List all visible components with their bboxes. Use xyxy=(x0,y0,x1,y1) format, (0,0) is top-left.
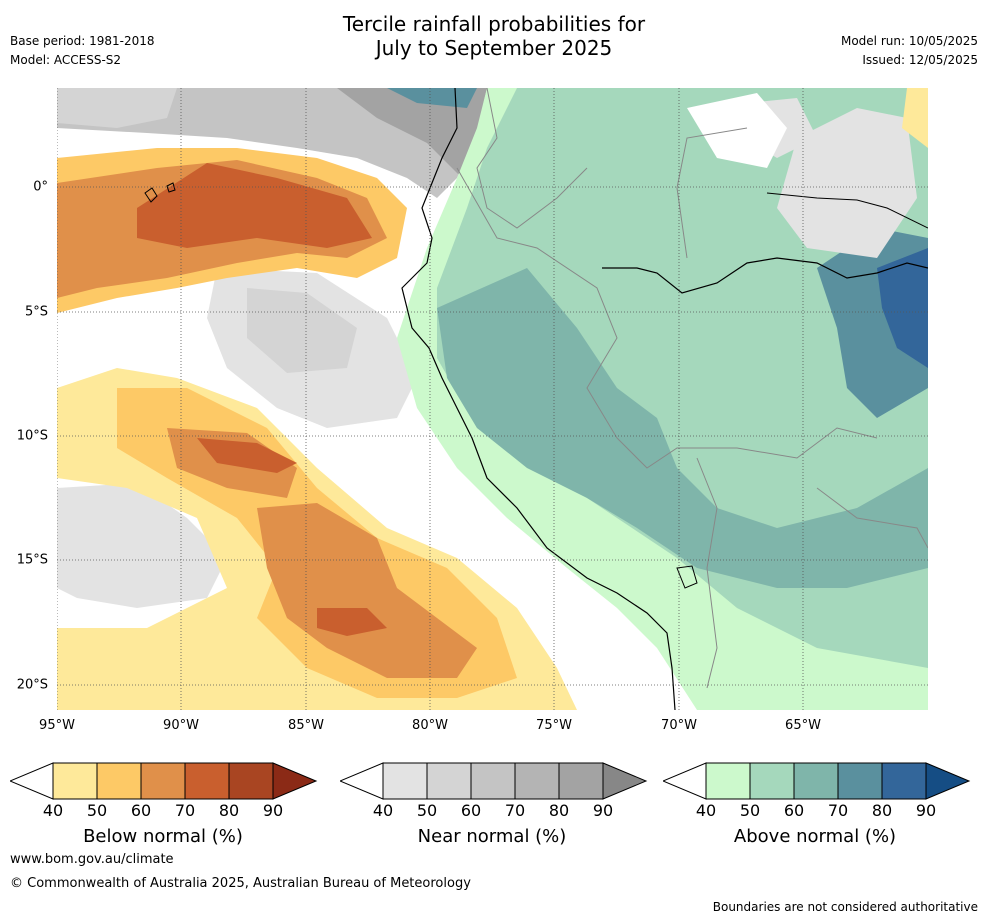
lon-label-95w: 95°W xyxy=(39,718,75,733)
website-text: www.bom.gov.au/climate xyxy=(10,852,174,867)
map-title: Tercile rainfall probabilities for July … xyxy=(0,12,988,60)
tick-near-70: 70 xyxy=(504,801,526,820)
lat-label-15s: 15°S xyxy=(16,552,48,568)
colorbar-above-label: Above normal (%) xyxy=(733,826,897,847)
lat-label-0: 0° xyxy=(33,179,48,195)
tick-above-50: 50 xyxy=(739,801,761,820)
tick-below-80: 80 xyxy=(218,801,240,820)
lon-label-90w: 90°W xyxy=(163,718,199,733)
colorbar-near-normal xyxy=(340,762,648,800)
lon-label-80w: 80°W xyxy=(412,718,448,733)
tick-below-50: 50 xyxy=(86,801,108,820)
title-line-1: Tercile rainfall probabilities for xyxy=(342,12,646,36)
base-period-text: Base period: 1981-2018 xyxy=(10,34,155,48)
tick-below-60: 60 xyxy=(130,801,152,820)
disclaimer-text: Boundaries are not considered authoritat… xyxy=(712,900,978,914)
tick-above-40: 40 xyxy=(695,801,717,820)
issued-text: Issued: 12/05/2025 xyxy=(862,53,978,67)
map-canvas xyxy=(57,88,928,710)
lon-label-75w: 75°W xyxy=(536,718,572,733)
tick-above-60: 60 xyxy=(783,801,805,820)
colorbar-above-normal xyxy=(663,762,971,800)
lat-label-20s: 20°S xyxy=(16,677,48,693)
colorbar-below-label: Below normal (%) xyxy=(83,826,243,847)
tick-near-40: 40 xyxy=(372,801,394,820)
tick-near-50: 50 xyxy=(416,801,438,820)
tick-below-40: 40 xyxy=(42,801,64,820)
model-run-text: Model run: 10/05/2025 xyxy=(840,34,978,48)
header-right: Model run: 10/05/2025 Issued: 12/05/2025 xyxy=(841,32,978,70)
title-line-2: July to September 2025 xyxy=(375,36,613,60)
tick-below-70: 70 xyxy=(174,801,196,820)
lat-label-5s: 5°S xyxy=(24,304,48,320)
tick-below-90: 90 xyxy=(262,801,284,820)
tick-above-80: 80 xyxy=(871,801,893,820)
copyright-text: © Commonwealth of Australia 2025, Austra… xyxy=(10,876,471,891)
tick-near-90: 90 xyxy=(592,801,614,820)
tick-near-60: 60 xyxy=(460,801,482,820)
lon-label-65w: 65°W xyxy=(785,718,821,733)
lon-label-85w: 85°W xyxy=(288,718,324,733)
probability-map xyxy=(57,88,928,710)
tick-near-80: 80 xyxy=(548,801,570,820)
lat-label-10s: 10°S xyxy=(16,428,48,444)
colorbar-below-normal xyxy=(10,762,318,800)
header-left: Base period: 1981-2018 Model: ACCESS-S2 xyxy=(10,32,155,70)
tick-above-90: 90 xyxy=(915,801,937,820)
lon-label-70w: 70°W xyxy=(661,718,697,733)
colorbar-near-label: Near normal (%) xyxy=(417,826,567,847)
model-text: Model: ACCESS-S2 xyxy=(10,53,122,67)
tick-above-70: 70 xyxy=(827,801,849,820)
